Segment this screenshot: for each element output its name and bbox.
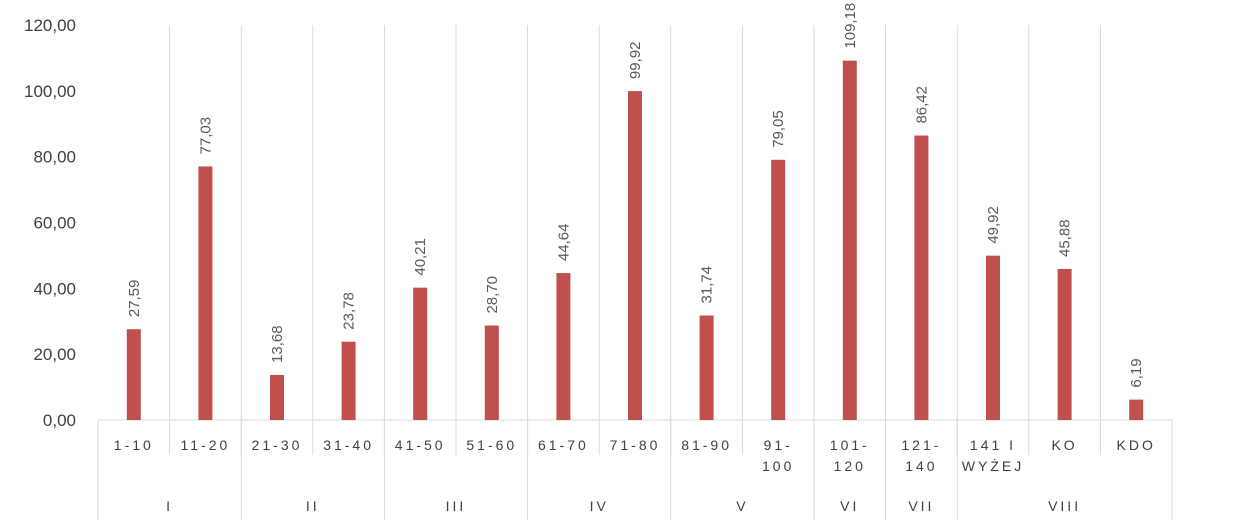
y-tick-label: 0,00 [43, 411, 76, 430]
data-label: 44,64 [555, 224, 572, 262]
bar-layer [126, 60, 1144, 420]
data-label: 6,19 [1128, 358, 1145, 387]
data-labels: 27,59 77,03 13,68 23,78 40,21 28,70 44,64 99,92… [126, 3, 1145, 388]
x-axis-categories: 1-10 11-20 21-30 31-40 41-50 51-60 61-70 71-80 8… [114, 437, 1156, 474]
category-label: 141 I WYŻEJ [962, 437, 1024, 474]
data-label: 28,70 [484, 276, 501, 314]
group-label: IV [590, 498, 609, 514]
category-label: 21-30 [252, 437, 303, 453]
bar [413, 287, 428, 420]
bar [914, 135, 929, 420]
data-label: 13,68 [269, 325, 286, 363]
bar [771, 159, 786, 420]
data-label: 45,88 [1057, 219, 1074, 257]
y-tick-label: 20,00 [33, 345, 76, 364]
data-label: 109,18 [842, 3, 859, 49]
category-label: 101-120 [830, 437, 870, 474]
y-axis: 0,00 20,00 40,00 60,00 80,00 100,00 120,00 [24, 16, 76, 430]
category-label: 121-140 [901, 437, 941, 474]
bar [341, 341, 356, 420]
data-label: 99,92 [627, 42, 644, 80]
bar [270, 374, 284, 420]
bar [484, 325, 499, 420]
y-tick-label: 120,00 [24, 16, 76, 35]
data-label: 86,42 [913, 86, 930, 124]
data-label: 49,92 [985, 206, 1002, 244]
bar [842, 60, 857, 420]
category-label: 1-10 [114, 437, 154, 453]
data-label: 31,74 [699, 266, 716, 304]
group-label: II [306, 498, 320, 514]
bar [986, 255, 1000, 420]
group-label: VIII [1048, 498, 1081, 514]
bar [699, 315, 714, 420]
y-tick-label: 80,00 [33, 148, 76, 167]
category-label: 51-60 [466, 437, 517, 453]
category-label: 71-80 [610, 437, 661, 453]
y-tick-label: 40,00 [33, 279, 76, 298]
y-tick-label: 100,00 [24, 82, 76, 101]
group-label: I [166, 498, 173, 514]
category-label: 91-100 [762, 437, 794, 474]
bar [1129, 399, 1144, 420]
bar [126, 329, 141, 420]
x-axis-groups: I II III IV V VI VII VIII [166, 498, 1081, 514]
category-label: 81-90 [681, 437, 732, 453]
group-label: VI [840, 498, 859, 514]
category-label: 31-40 [323, 437, 374, 453]
bar [628, 91, 642, 420]
bar [1057, 268, 1072, 420]
data-label: 27,59 [126, 280, 143, 318]
bar [198, 166, 213, 420]
data-label: 79,05 [770, 110, 787, 148]
group-label: III [446, 498, 467, 514]
category-label: KO [1051, 437, 1077, 453]
category-label: 11-20 [181, 437, 231, 453]
y-tick-label: 60,00 [33, 214, 76, 233]
category-label: 61-70 [538, 437, 589, 453]
category-label: 41-50 [395, 437, 446, 453]
group-label: V [736, 498, 748, 514]
bar [556, 273, 571, 420]
category-label: KDO [1117, 437, 1156, 453]
data-label: 40,21 [412, 238, 429, 276]
data-label: 23,78 [341, 292, 358, 330]
data-label: 77,03 [197, 117, 214, 155]
group-label: VII [908, 498, 934, 514]
